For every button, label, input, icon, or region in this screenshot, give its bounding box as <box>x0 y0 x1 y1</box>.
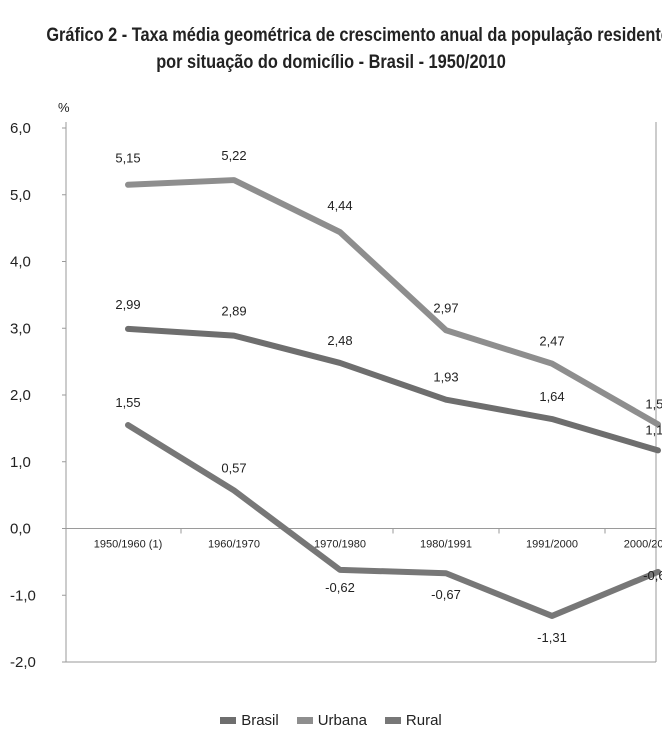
series-line-brasil <box>125 325 661 454</box>
x-tick-label: 1980/1991 <box>420 539 472 551</box>
data-label-urbana: 5,22 <box>221 148 246 163</box>
y-tick-label: 4,0 <box>10 254 31 271</box>
chart-legend: Brasil Urbana Rural <box>0 712 662 729</box>
legend-item-rural: Rural <box>384 712 442 729</box>
data-label-brasil: 1,17 <box>645 422 662 437</box>
series-lines <box>125 177 661 619</box>
legend-swatch-brasil <box>220 717 237 724</box>
series-line-urbana <box>125 177 661 428</box>
data-label-urbana: 4,44 <box>327 198 352 213</box>
legend-label-urbana: Urbana <box>317 712 367 729</box>
data-label-brasil: 1,64 <box>539 389 564 404</box>
x-tick-label: 1991/2000 <box>526 539 578 551</box>
data-label-urbana: 5,15 <box>115 151 140 166</box>
legend-label-brasil: Brasil <box>241 712 279 729</box>
y-unit-label: % <box>58 100 70 115</box>
data-label-urbana: 2,47 <box>539 334 564 349</box>
x-tick-label: 2000/2010 (2) <box>624 539 662 551</box>
y-tick-label: 2,0 <box>10 387 31 404</box>
x-tick-label: 1950/1960 (1) <box>94 539 163 551</box>
x-tick-label: 1970/1980 <box>314 539 366 551</box>
data-label-urbana: 2,97 <box>433 300 458 315</box>
chart-title-line-1: Gráfico 2 - Taxa média geométrica de cre… <box>46 25 662 46</box>
data-label-brasil: 2,99 <box>115 297 140 312</box>
chart-title: Gráfico 2 - Taxa média geométrica de cre… <box>46 22 662 76</box>
legend-item-brasil: Brasil <box>220 712 279 729</box>
y-tick-label: 6,0 <box>10 120 31 137</box>
data-label-rural: 1,55 <box>115 395 140 410</box>
line-chart: % 6,0 5,0 4,0 3,0 2,0 1,0 0,0 -1,0 -2,0 1950/1960 … <box>10 100 662 671</box>
series-line-rural <box>125 422 661 619</box>
legend-item-urbana: Urbana <box>296 712 367 729</box>
data-labels: 5,15 5,22 4,44 2,97 2,47 1,56 2,99 2,89 2,48 1,93… <box>115 148 662 645</box>
data-label-brasil: 1,93 <box>433 370 458 385</box>
data-label-rural: 0,57 <box>221 460 246 475</box>
y-tick-label: -1,0 <box>10 587 36 604</box>
data-label-brasil: 2,48 <box>327 333 352 348</box>
data-label-rural: -1,31 <box>537 630 567 645</box>
y-tick-label: 0,0 <box>10 521 31 538</box>
chart-axes: % 6,0 5,0 4,0 3,0 2,0 1,0 0,0 -1,0 -2,0 1950/1960 … <box>10 100 662 671</box>
legend-swatch-urbana <box>296 717 313 724</box>
y-tick-label: 3,0 <box>10 320 31 337</box>
chart-title-line-2: por situação do domicílio - Brasil - 195… <box>156 52 506 73</box>
x-tick-label: 1960/1970 <box>208 539 260 551</box>
data-label-urbana: 1,56 <box>645 396 662 411</box>
y-tick-label: 1,0 <box>10 454 31 471</box>
data-label-rural: -0,62 <box>325 580 355 595</box>
data-label-rural: -0,65 <box>643 568 662 583</box>
legend-swatch-rural <box>384 717 401 724</box>
y-tick-label: 5,0 <box>10 187 31 204</box>
data-label-brasil: 2,89 <box>221 304 246 319</box>
data-label-rural: -0,67 <box>431 587 461 602</box>
y-tick-label: -2,0 <box>10 654 36 671</box>
legend-label-rural: Rural <box>405 712 442 729</box>
